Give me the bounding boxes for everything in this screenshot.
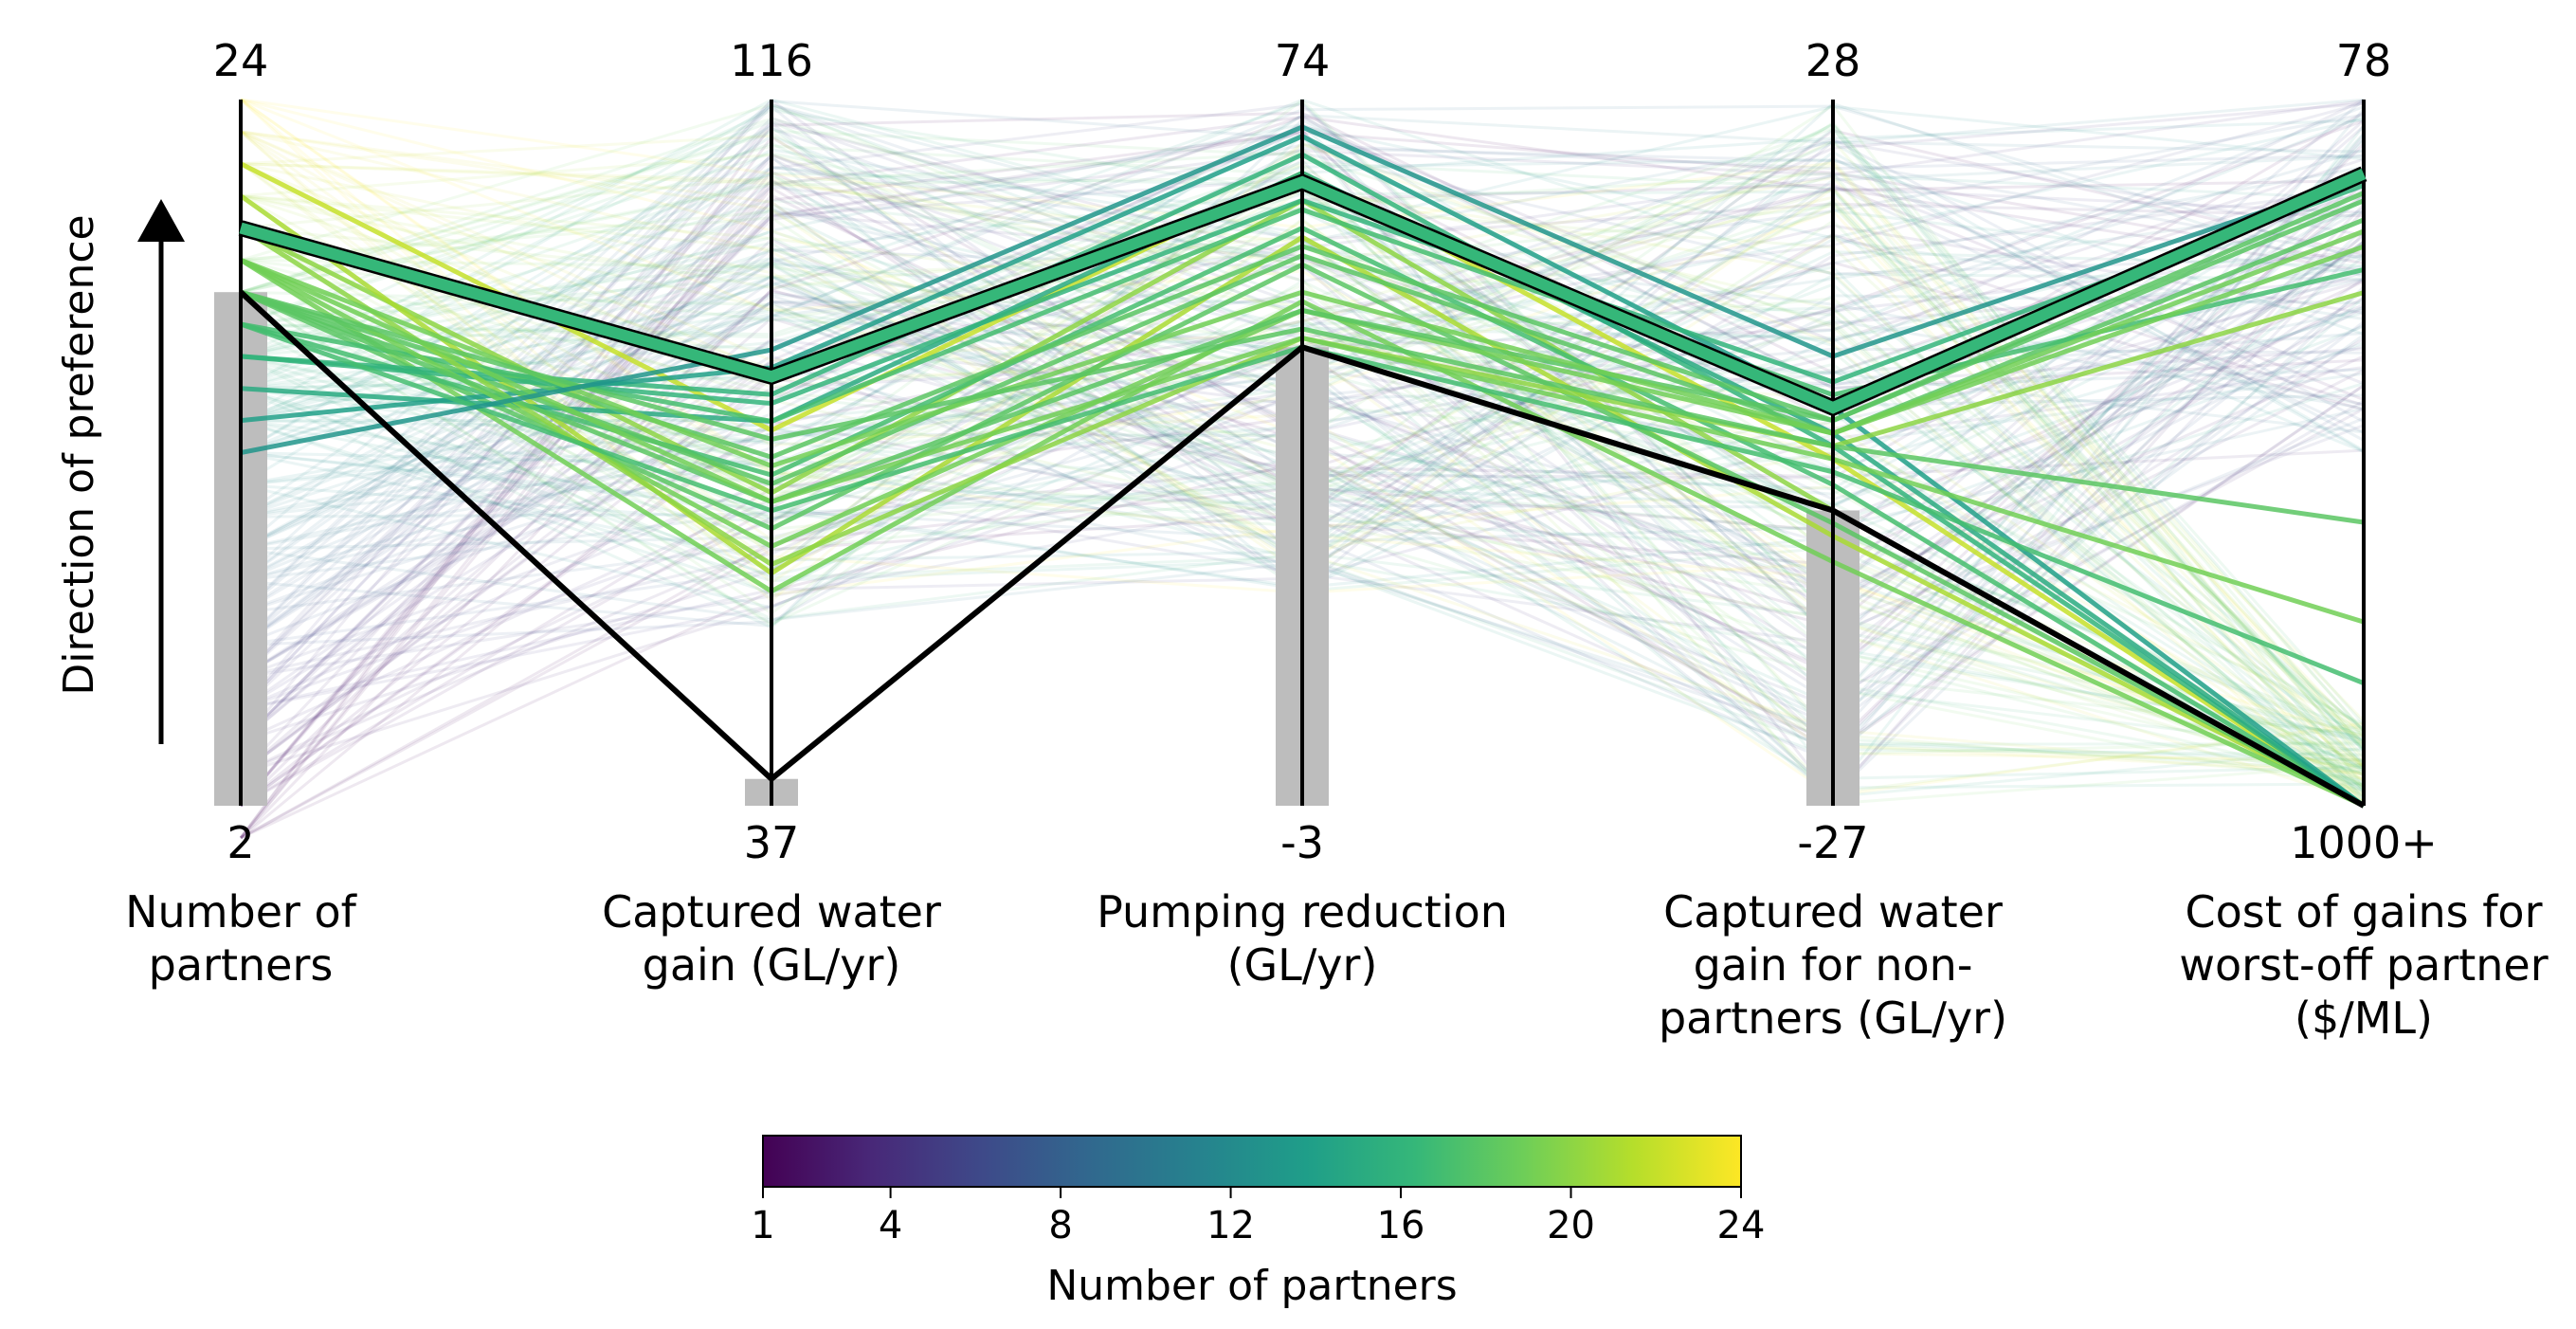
colorbar-tick-label: 8 [1048,1204,1072,1247]
colorbar-tick-label: 12 [1206,1204,1255,1247]
preference-arrow-head-icon [137,199,185,242]
axes-layer [239,100,2366,806]
axis-title-line: ($/ML) [2295,992,2433,1044]
highlighted-solutions-layer [238,166,2367,809]
axis-top-label: 116 [730,35,813,86]
axis-title-line: Pumping reduction [1097,886,1508,938]
preference-label: Direction of preference [55,214,103,695]
axis-title-line: Captured water [1663,886,2003,938]
highlighted-green-solution [239,168,2367,414]
preference-arrow: Direction of preference [55,199,185,744]
colorbar-tick-label: 1 [751,1204,774,1247]
colorbar-tick-label: 16 [1377,1204,1425,1247]
colorbar-tick-label: 20 [1547,1204,1595,1247]
axis-bottom-label: -3 [1280,817,1324,868]
colorbar-rect [762,1135,1742,1188]
axis-bottom-label: 37 [744,817,800,868]
axis-top-label: 78 [2336,35,2392,86]
axis-title-line: gain for non- [1694,939,1973,991]
axis-title-line: partners (GL/yr) [1659,992,2007,1044]
highlighted-black-solution [238,289,2366,809]
axis-title-line: worst-off partner [2179,939,2548,991]
colorbar: 1 4 8 12 16 20 24 Number of partners [751,1135,1765,1310]
axis-title-line: (GL/yr) [1227,939,1378,991]
axis-top-label: 24 [213,35,269,86]
axis-title-line: Captured water [602,886,941,938]
axis-title-line: Number of [125,886,358,938]
colorbar-tick-label: 24 [1717,1204,1766,1247]
axis-bottom-label: 1000+ [2290,817,2438,868]
axis-bottom-label: 2 [227,817,254,868]
axis-title-line: gain (GL/yr) [643,939,901,991]
axis-top-label: 74 [1275,35,1331,86]
colorbar-ticks: 1 4 8 12 16 20 24 [751,1187,1765,1247]
axis-title-line: partners [149,939,334,991]
colorbar-title: Number of partners [1046,1262,1457,1310]
colorbar-tick-label: 4 [879,1204,902,1247]
axis-top-label: 28 [1805,35,1861,86]
axis-title-line: Cost of gains for [2185,886,2542,938]
axis-bottom-label: -27 [1797,817,1868,868]
